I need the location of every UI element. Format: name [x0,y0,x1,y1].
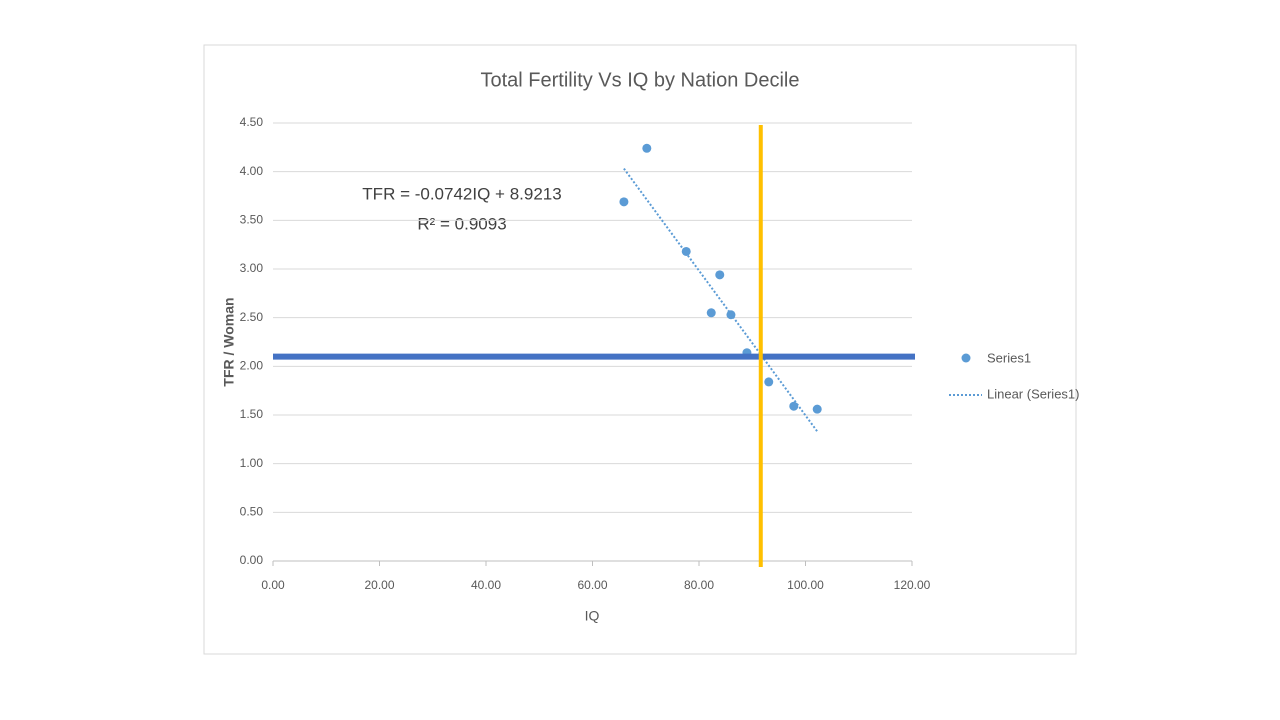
y-tick-label: 3.00 [240,261,264,275]
y-tick-label: 1.50 [240,407,264,421]
legend-label: Linear (Series1) [987,386,1080,401]
y-tick-label: 0.50 [240,505,264,519]
legend-label: Series1 [987,350,1031,365]
y-axis-label: TFR / Woman [221,297,237,386]
x-tick-label: 0.00 [261,578,285,592]
y-tick-label: 4.00 [240,164,264,178]
x-tick-label: 100.00 [787,578,824,592]
point [789,401,799,411]
x-tick-label: 40.00 [471,578,501,592]
trend-r-squared: R² = 0.9093 [417,214,506,233]
chart-title: Total Fertility Vs IQ by Nation Decile [481,69,800,91]
point [681,246,691,256]
y-tick-label: 4.50 [240,115,264,129]
legend-marker [961,353,971,363]
trend-equation: TFR = -0.0742IQ + 8.9213 [362,184,561,203]
point [764,377,774,387]
y-tick-label: 2.50 [240,310,264,324]
x-tick-label: 20.00 [364,578,394,592]
x-tick-label: 120.00 [894,578,931,592]
y-tick-label: 0.00 [240,553,264,567]
y-tick-label: 3.50 [240,213,264,227]
point [706,308,716,318]
point [642,143,652,153]
point [715,270,725,280]
x-axis-label: IQ [585,608,600,624]
point [812,404,822,414]
y-tick-label: 2.00 [240,359,264,373]
point [619,197,629,207]
x-tick-label: 80.00 [684,578,714,592]
chart-frame [203,44,1077,655]
y-tick-label: 1.00 [240,456,264,470]
x-tick-label: 60.00 [577,578,607,592]
